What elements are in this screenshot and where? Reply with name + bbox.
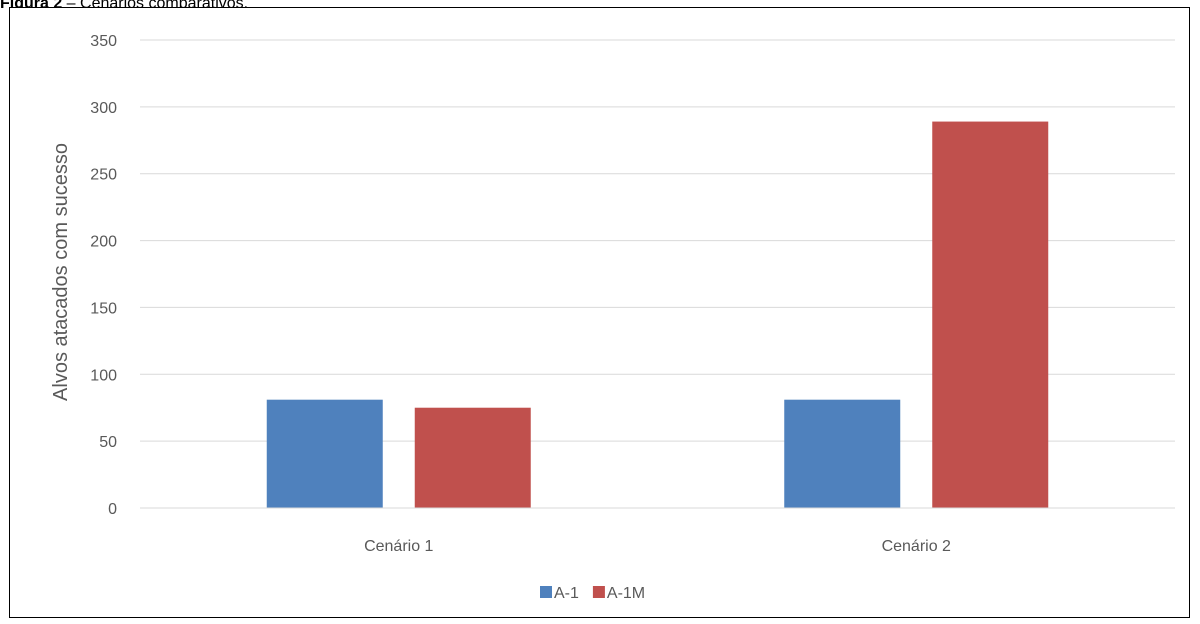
legend-label-a-1: A-1 bbox=[554, 585, 579, 602]
y-tick-label: 150 bbox=[90, 300, 117, 317]
bar-a-1m-1 bbox=[414, 407, 531, 508]
bar-a-1-1 bbox=[266, 399, 383, 508]
bars bbox=[266, 121, 1049, 509]
y-tick-label: 50 bbox=[99, 434, 117, 451]
y-axis-label: Alvos atacados com sucesso bbox=[50, 143, 72, 401]
legend: A-1 A-1M bbox=[540, 585, 645, 602]
bar-a-1-2 bbox=[784, 399, 901, 508]
y-tick-label: 250 bbox=[90, 167, 117, 184]
y-axis-ticks: 0 50 100 150 200 250 300 350 bbox=[90, 33, 117, 518]
y-tick-label: 200 bbox=[90, 234, 117, 251]
y-tick-label: 100 bbox=[90, 367, 117, 384]
legend-label-a-1m: A-1M bbox=[607, 585, 645, 602]
y-tick-label: 300 bbox=[90, 100, 117, 117]
x-axis-ticks: Cenário 1 Cenário 2 bbox=[364, 538, 951, 555]
y-tick-label: 0 bbox=[108, 501, 117, 518]
bar-a-1m-2 bbox=[932, 121, 1049, 509]
y-tick-label: 350 bbox=[90, 33, 117, 50]
x-tick-label: Cenário 2 bbox=[882, 538, 951, 555]
legend-swatch-a-1 bbox=[540, 586, 552, 598]
legend-swatch-a-1m bbox=[592, 586, 605, 598]
x-tick-label: Cenário 1 bbox=[364, 538, 433, 555]
